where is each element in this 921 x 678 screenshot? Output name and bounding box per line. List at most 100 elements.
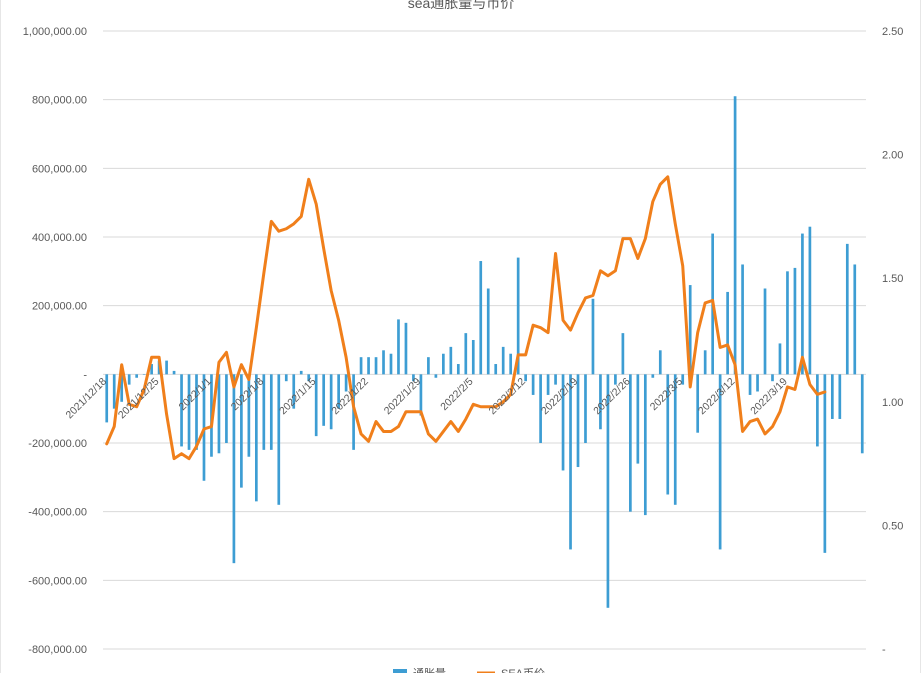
legend[interactable]: 通胀量 SEA币价: [393, 667, 545, 678]
bar: [180, 374, 183, 447]
bar: [771, 374, 774, 382]
bar: [464, 333, 468, 375]
bar: [718, 374, 722, 550]
bar: [614, 374, 617, 385]
left-tick-label: -600,000.00: [28, 575, 87, 587]
bar: [344, 374, 348, 392]
bar: [658, 350, 662, 375]
bar: [307, 374, 311, 382]
bar: [681, 374, 685, 385]
bar: [733, 96, 737, 375]
bar: [501, 346, 505, 375]
bar: [830, 374, 834, 419]
bar: [367, 357, 370, 375]
bar: [142, 374, 146, 375]
bar: [546, 374, 550, 395]
bar: [172, 370, 176, 375]
x-tick-label: 2022/3/12: [696, 376, 738, 418]
bar: [756, 374, 759, 392]
legend-swatch-inflation: [393, 669, 407, 678]
bar: [404, 322, 408, 375]
bar: [389, 353, 393, 375]
left-tick-label: 400,000.00: [32, 232, 87, 244]
price-line: [105, 175, 827, 461]
bar: [786, 271, 789, 375]
bar: [763, 288, 767, 375]
left-tick-label: -200,000.00: [28, 438, 87, 450]
legend-label-price: SEA币价: [501, 667, 545, 673]
bar: [673, 374, 677, 505]
bar: [748, 374, 752, 395]
bar: [643, 374, 647, 516]
bar: [860, 374, 864, 454]
bar: [666, 374, 670, 495]
bar: [112, 374, 116, 409]
left-tick-label: -400,000.00: [28, 507, 87, 519]
bar: [322, 374, 326, 426]
bar: [150, 364, 153, 375]
right-tick-label: 1.00: [882, 397, 903, 409]
bar: [778, 343, 782, 375]
bar: [292, 374, 296, 409]
bar: [516, 257, 520, 375]
bar: [524, 374, 527, 382]
bar: [195, 374, 198, 450]
bar-series-inflation: [105, 96, 864, 608]
bar: [845, 243, 849, 375]
bar: [606, 374, 610, 608]
bar: [561, 374, 565, 471]
right-tick-label: 2.50: [882, 26, 903, 38]
bar: [329, 374, 333, 430]
left-tick-label: 200,000.00: [32, 301, 87, 313]
left-tick-label: 600,000.00: [32, 163, 87, 175]
bar: [823, 374, 827, 553]
right-tick-label: 0.50: [882, 520, 903, 532]
bar: [569, 374, 572, 550]
x-axis: 2021/12/18 2021/12/25 2022/1/1 2022/1/8 2022…: [63, 376, 789, 422]
bar: [688, 285, 692, 375]
bar: [584, 374, 587, 443]
bar: [187, 374, 191, 450]
bar: [838, 374, 842, 419]
bar: [120, 374, 124, 402]
bar: [240, 374, 243, 488]
bar: [531, 374, 535, 395]
bar: [696, 374, 700, 433]
bar: [225, 374, 228, 443]
bar: [232, 374, 236, 564]
left-tick-label: 1,000,000.00: [23, 26, 87, 38]
bar: [442, 353, 445, 375]
left-axis: -800,000.00 -600,000.00 -400,000.00 -200,00…: [23, 26, 88, 656]
bar: [621, 333, 625, 375]
bar: [576, 374, 580, 468]
legend-label-inflation: 通胀量: [413, 667, 446, 673]
bar: [808, 226, 812, 375]
bar: [509, 353, 513, 375]
bar: [651, 374, 655, 378]
bar: [412, 374, 415, 382]
bar: [314, 374, 318, 437]
bar: [726, 291, 729, 375]
bar: [165, 360, 168, 375]
x-tick-label: 2022/2/19: [539, 376, 581, 418]
bar: [599, 374, 602, 430]
x-tick-label: 2022/1/15: [277, 376, 319, 418]
bar: [486, 288, 490, 375]
bar: [793, 267, 797, 375]
left-tick-label: -800,000.00: [28, 644, 87, 656]
bar: [419, 374, 423, 416]
bar: [456, 364, 460, 375]
bar: [255, 374, 258, 502]
bar: [299, 370, 303, 375]
bar: [135, 374, 139, 378]
bar: [494, 364, 498, 375]
right-tick-label: 2.00: [882, 150, 903, 162]
right-axis: - 0.50 1.00 1.50 2.00 2.50: [882, 26, 903, 656]
bar: [434, 374, 438, 378]
x-tick-label: 2021/12/18: [63, 376, 109, 422]
bar: [382, 350, 385, 375]
left-tick-label: 800,000.00: [32, 95, 87, 107]
bar: [816, 374, 819, 447]
